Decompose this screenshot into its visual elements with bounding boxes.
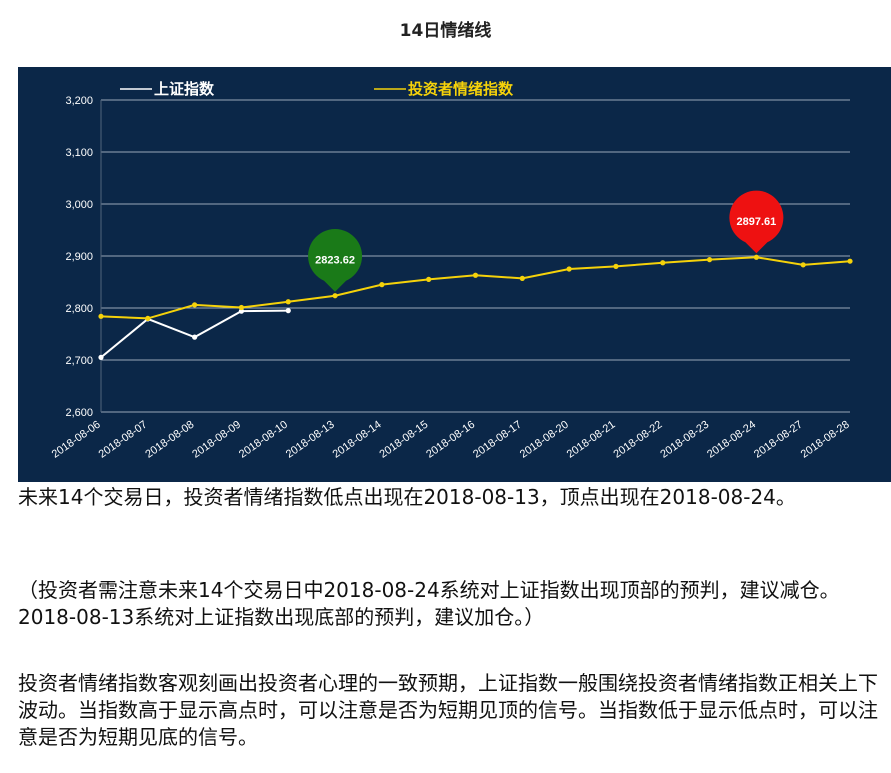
y-tick-label: 2,600: [65, 407, 93, 419]
data-point: [285, 299, 291, 305]
explanation-text: 投资者情绪指数客观刻画出投资者心理的一致预期，上证指数一般围绕投资者情绪指数正相…: [18, 671, 878, 749]
data-point: [847, 258, 853, 264]
data-point: [613, 263, 619, 269]
x-tick-label: 2018-08-20: [518, 419, 571, 461]
data-point: [519, 275, 525, 281]
data-point: [192, 334, 198, 340]
data-point: [379, 282, 385, 288]
x-tick-label: 2018-08-27: [752, 419, 805, 461]
line-chart: 2,600 2,700 2,800 2,900 3,000 3,100 3,200 2018-…: [50, 80, 853, 461]
summary-text: 未来14个交易日，投资者情绪指数低点出现在2018-08-13，顶点出现在201…: [18, 485, 796, 509]
legend-label: 投资者情绪指数: [408, 80, 514, 98]
data-point: [192, 302, 198, 308]
data-point: [332, 293, 338, 299]
advice-text: （投资者需注意未来14个交易日中2018-08-24系统对上证指数出现顶部的预判…: [18, 578, 840, 629]
x-tick-label: 2018-08-07: [97, 419, 150, 461]
chart-panel: 2,600 2,700 2,800 2,900 3,000 3,100 3,200 2018-…: [18, 67, 891, 482]
data-point: [800, 262, 806, 268]
x-tick-label: 2018-08-28: [799, 419, 852, 461]
data-point: [426, 276, 432, 282]
x-tick-label: 2018-08-24: [705, 419, 758, 461]
data-point: [285, 308, 291, 314]
x-tick-label: 2018-08-17: [471, 419, 524, 461]
y-tick-label: 3,200: [65, 95, 93, 107]
y-tick-label: 2,900: [65, 251, 93, 263]
data-point: [472, 272, 479, 278]
data-point: [566, 266, 572, 272]
data-point: [238, 304, 245, 311]
x-tick-label: 2018-08-23: [658, 419, 711, 461]
data-point: [98, 354, 104, 360]
chart-title: 14日情绪线: [399, 21, 492, 41]
data-point: [145, 315, 151, 321]
x-tick-label: 2018-08-21: [565, 419, 618, 461]
x-tick-label: 2018-08-08: [143, 419, 196, 461]
x-tick-label: 2018-08-13: [284, 419, 337, 461]
x-tick-label: 2018-08-15: [377, 419, 430, 461]
marker-label-low: 2823.62: [315, 255, 355, 267]
y-tick-label: 3,100: [65, 147, 93, 159]
series-line: [100, 256, 851, 320]
x-tick-label: 2018-08-22: [611, 419, 664, 461]
data-point: [238, 308, 245, 314]
y-tick-label: 3,000: [65, 199, 93, 211]
x-tick-label: 2018-08-10: [237, 419, 290, 461]
x-tick-label: 2018-08-14: [331, 419, 384, 461]
x-tick-label: 2018-08-06: [50, 419, 103, 461]
x-tick-label: 2018-08-16: [424, 419, 477, 461]
marker-pin-low: [308, 229, 363, 292]
legend-label: 上证指数: [154, 80, 215, 98]
x-tick-label: 2018-08-09: [190, 419, 243, 461]
y-tick-label: 2,800: [65, 303, 93, 315]
data-point: [660, 260, 666, 266]
data-point: [753, 254, 759, 260]
data-point: [706, 257, 713, 263]
y-tick-label: 2,700: [65, 355, 93, 367]
marker-pin-high: [729, 190, 784, 254]
data-point: [98, 313, 104, 319]
marker-label-high: 2897.61: [736, 216, 776, 228]
